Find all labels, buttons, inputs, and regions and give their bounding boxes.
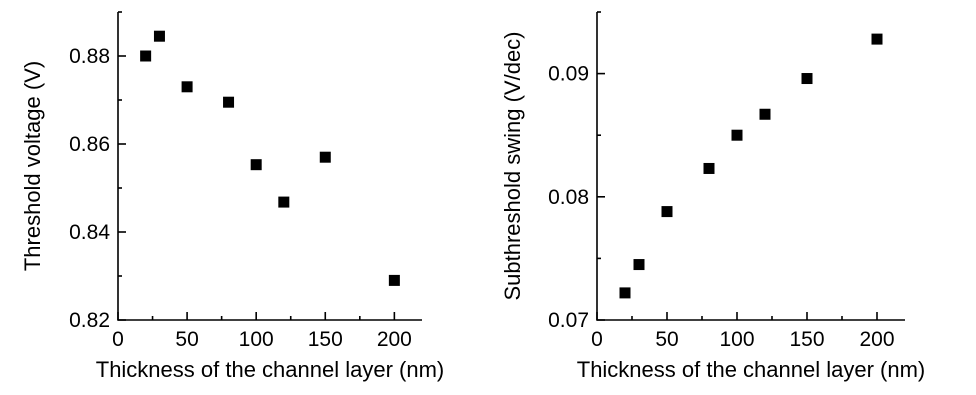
threshold-voltage-data-point xyxy=(278,196,290,208)
threshold-voltage-data-point xyxy=(223,96,235,108)
subthreshold-swing-y-tick-label: 0.09 xyxy=(548,63,589,86)
subthreshold-swing-data-point xyxy=(633,259,645,271)
subthreshold-swing-data-point xyxy=(731,129,743,141)
threshold-voltage-data-point xyxy=(250,159,262,171)
threshold-voltage-data-point xyxy=(140,50,152,62)
subthreshold-swing-axes xyxy=(596,12,905,321)
threshold-voltage-data-point xyxy=(388,274,400,286)
threshold-voltage-y-axis-label: Threshold voltage (V) xyxy=(20,61,45,271)
threshold-voltage-y-tick-label: 0.84 xyxy=(69,221,110,244)
subthreshold-swing-data-point xyxy=(703,162,715,174)
threshold-voltage-y-tick-label: 0.88 xyxy=(69,45,110,68)
threshold-voltage-x-tick-label: 150 xyxy=(308,328,343,351)
threshold-voltage-x-tick-label: 100 xyxy=(239,328,274,351)
subthreshold-swing-data-point xyxy=(619,287,631,299)
subthreshold-swing-y-axis-label: Subthreshold swing (V/dec) xyxy=(500,31,525,300)
subthreshold-swing-panel: 0 50 100 150 200 0.07 0.08 0.09 Thickness of the… xyxy=(500,11,926,382)
threshold-voltage-x-tick-label: 200 xyxy=(377,328,412,351)
subthreshold-swing-data-point xyxy=(661,206,673,218)
subthreshold-swing-y-tick-label: 0.08 xyxy=(548,186,589,209)
subthreshold-swing-data-point xyxy=(759,108,771,120)
threshold-voltage-x-tick-label: 50 xyxy=(175,328,198,351)
subthreshold-swing-data-point xyxy=(801,73,813,85)
subthreshold-swing-y-tick-label: 0.07 xyxy=(548,309,589,332)
subthreshold-swing-x-axis-label: Thickness of the channel layer (nm) xyxy=(577,357,926,382)
subthreshold-swing-x-tick-label: 200 xyxy=(859,328,894,351)
threshold-voltage-data-point xyxy=(153,30,165,42)
threshold-voltage-x-tick-label: 0 xyxy=(112,328,124,351)
subthreshold-swing-x-tick-label: 0 xyxy=(591,328,603,351)
threshold-voltage-y-tick-label: 0.82 xyxy=(69,309,110,332)
threshold-voltage-data-point xyxy=(319,151,331,163)
threshold-voltage-x-axis-label: Thickness of the channel layer (nm) xyxy=(96,357,445,382)
threshold-voltage-panel: 0 50 100 150 200 0.82 0.84 0.86 0.88 Thickness of… xyxy=(20,11,445,382)
threshold-voltage-y-tick-label: 0.86 xyxy=(69,133,110,156)
threshold-voltage-data-point xyxy=(181,81,193,93)
threshold-voltage-axes xyxy=(117,12,422,321)
subthreshold-swing-x-tick-label: 50 xyxy=(655,328,678,351)
subthreshold-swing-x-tick-label: 150 xyxy=(789,328,824,351)
subthreshold-swing-x-tick-label: 100 xyxy=(719,328,754,351)
subthreshold-swing-data-point xyxy=(871,33,883,45)
